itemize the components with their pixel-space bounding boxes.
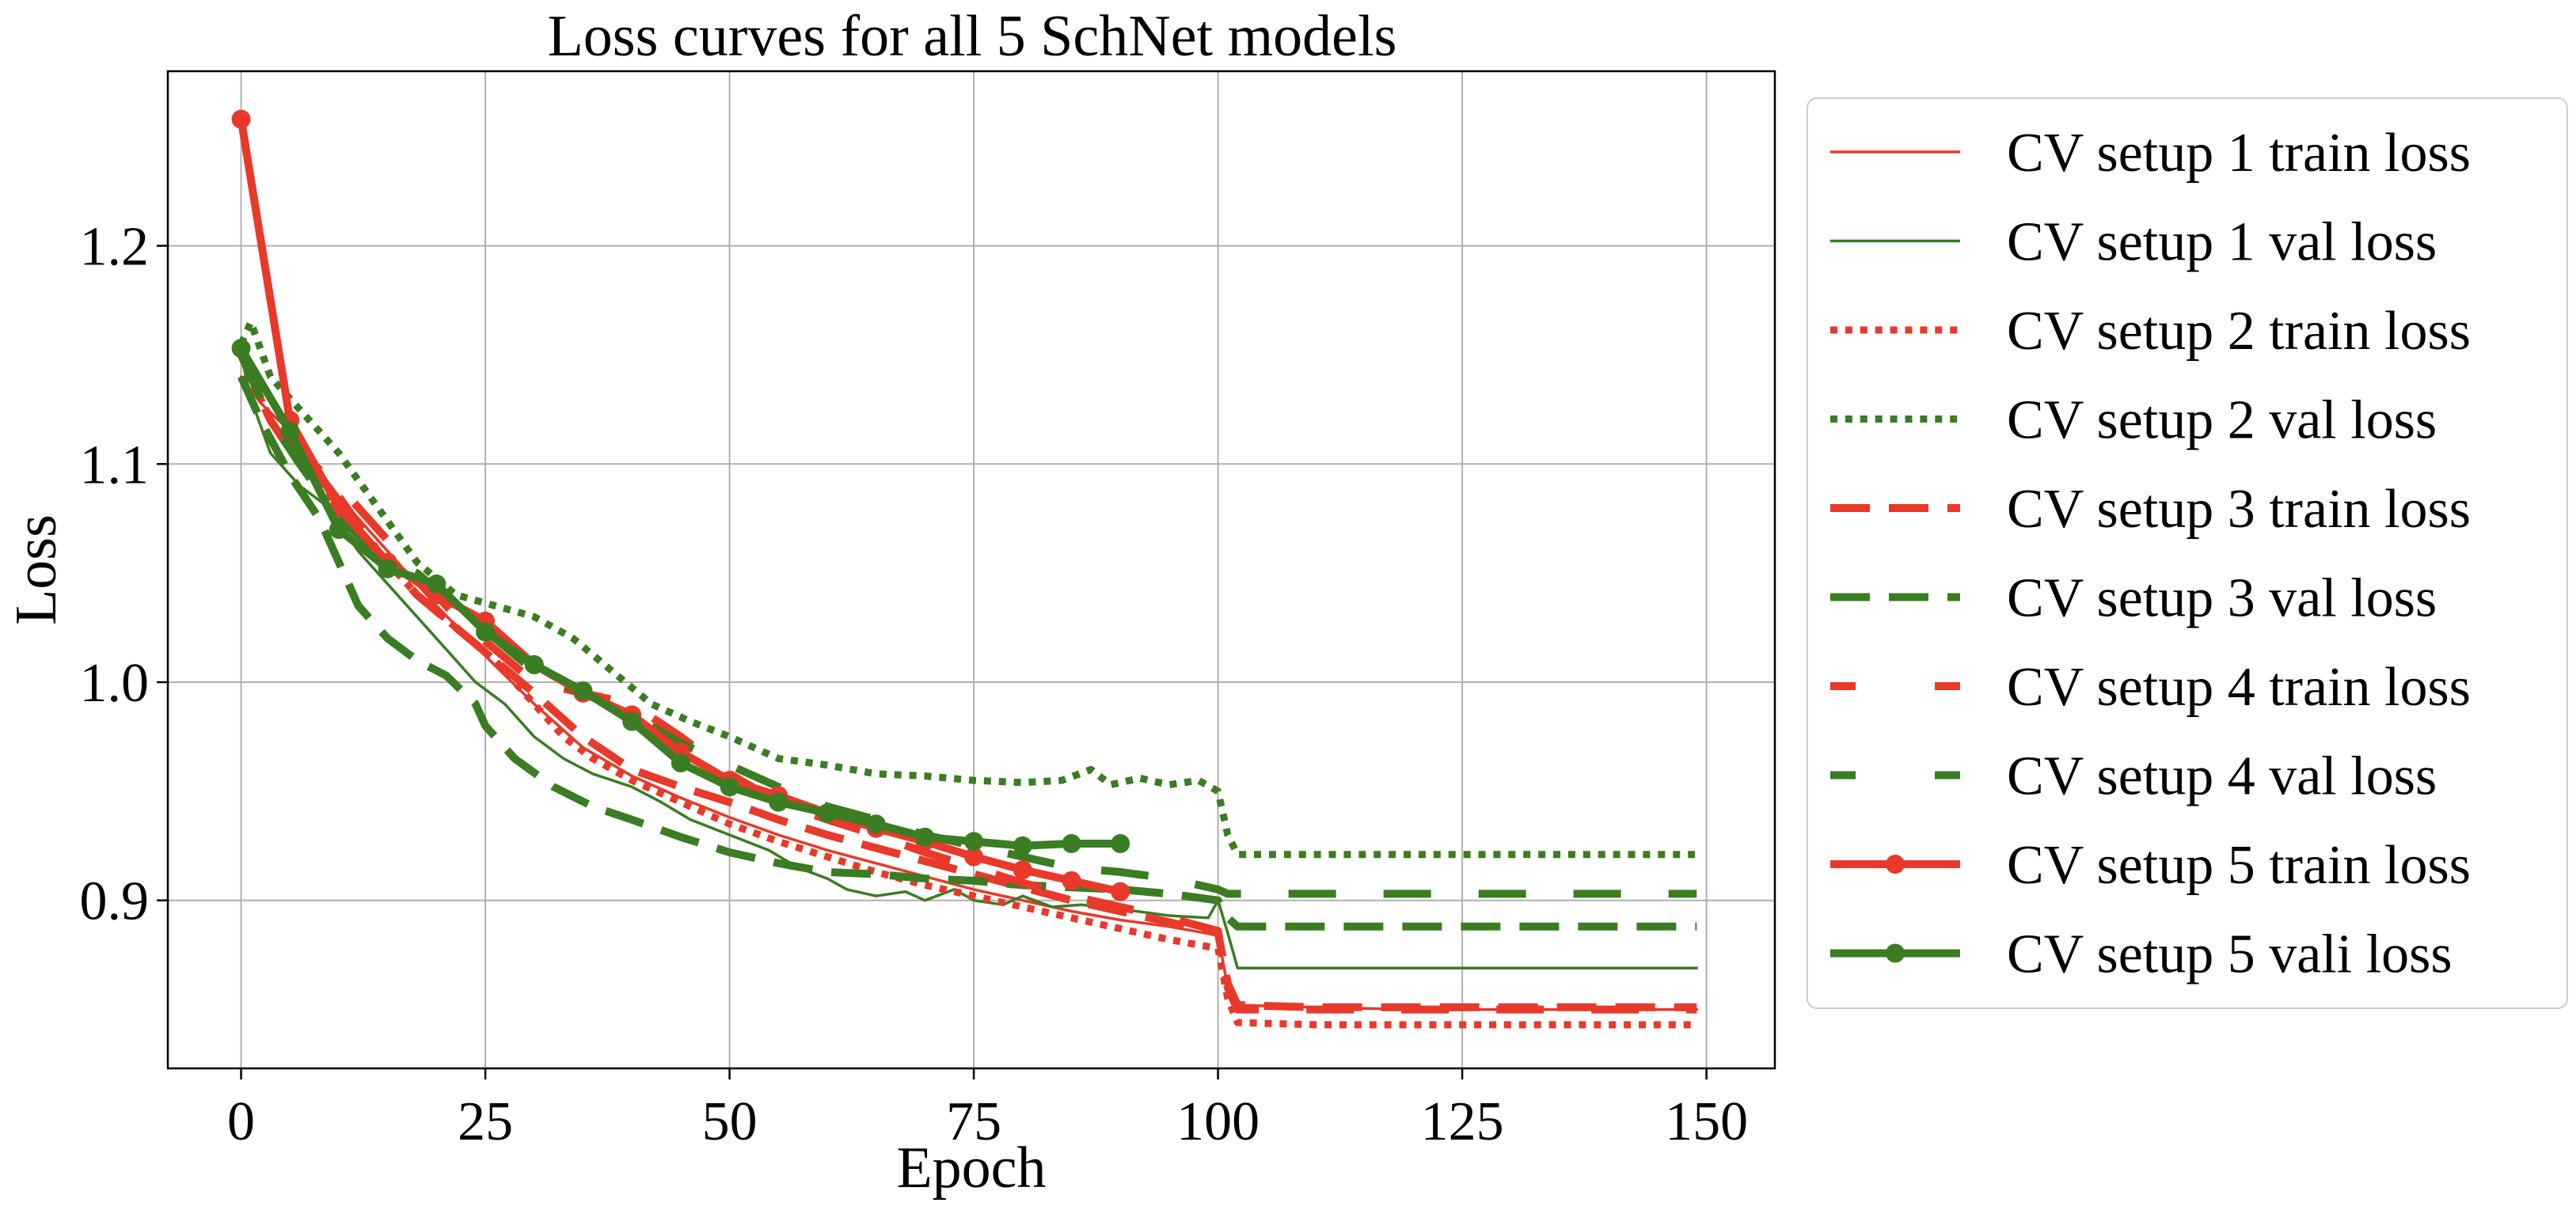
legend-entry: CV setup 4 val loss xyxy=(1830,746,2437,807)
series-marker-9 xyxy=(231,109,251,129)
legend-label: CV setup 5 train loss xyxy=(2007,835,2471,896)
series-marker-10 xyxy=(964,832,984,852)
series-marker-10 xyxy=(769,792,788,812)
series-marker-10 xyxy=(866,814,886,834)
x-tick-label: 75 xyxy=(946,1091,1001,1152)
y-axis-label: Loss xyxy=(4,514,69,625)
series-marker-10 xyxy=(915,827,935,847)
series-marker-10 xyxy=(573,681,593,701)
y-tick-label: 1.0 xyxy=(80,653,150,714)
x-tick-label: 25 xyxy=(458,1091,513,1152)
legend-label: CV setup 4 train loss xyxy=(2007,657,2471,718)
series-marker-10 xyxy=(476,622,496,642)
legend-label: CV setup 2 train loss xyxy=(2007,301,2471,362)
axis-ticks: 0 25 50 75 100 125 150 0.9 1.0 1.1 1.2 xyxy=(80,217,1749,1152)
series-marker-10 xyxy=(720,777,739,797)
legend-box xyxy=(1807,97,2568,1009)
y-tick-label: 0.9 xyxy=(80,871,150,932)
series-line-6 xyxy=(237,374,1697,931)
x-tick-label: 100 xyxy=(1176,1091,1260,1152)
legend-label: CV setup 5 vali loss xyxy=(2007,924,2453,985)
series-marker-9 xyxy=(1013,860,1032,880)
legend-label: CV setup 3 train loss xyxy=(2007,479,2471,540)
x-tick-label: 0 xyxy=(227,1091,255,1152)
legend-entry: CV setup 3 train loss xyxy=(1830,479,2471,540)
x-tick-label: 125 xyxy=(1421,1091,1504,1152)
legend-entry: CV setup 1 val loss xyxy=(1830,212,2437,273)
series-line-8 xyxy=(237,353,1697,898)
x-tick-label: 50 xyxy=(702,1091,758,1152)
legend-label: CV setup 1 train loss xyxy=(2007,123,2471,184)
y-tick-label: 1.1 xyxy=(80,434,150,495)
series-marker-10 xyxy=(817,803,837,823)
series-marker-10 xyxy=(671,753,690,773)
series-marker-9 xyxy=(1062,871,1081,890)
series-marker-10 xyxy=(280,421,300,441)
legend-entry: CV setup 2 train loss xyxy=(1830,301,2471,362)
series-line-2 xyxy=(239,353,1699,969)
series-marker-10 xyxy=(622,711,642,731)
series-marker-10 xyxy=(1013,836,1032,855)
y-tick-label: 1.2 xyxy=(80,217,150,278)
legend-entry: CV setup 5 train loss xyxy=(1830,835,2471,896)
series-marker-10 xyxy=(329,519,348,539)
legend: CV setup 1 train loss CV setup 1 val loss… xyxy=(1807,97,2568,1009)
legend-marker xyxy=(1886,855,1905,874)
legend-entry: CV setup 3 val loss xyxy=(1830,568,2437,629)
plot-frame xyxy=(166,70,1776,1070)
legend-entries: CV setup 1 train loss CV setup 1 val loss… xyxy=(1830,123,2471,985)
series-marker-10 xyxy=(378,559,397,579)
legend-entry: CV setup 4 train loss xyxy=(1830,657,2471,718)
series-marker-10 xyxy=(524,654,544,674)
series-line-7 xyxy=(237,353,1697,1014)
legend-entry: CV setup 5 vali loss xyxy=(1830,924,2453,985)
legend-label: CV setup 4 val loss xyxy=(2007,746,2437,807)
chart-title: Loss curves for all 5 SchNet models xyxy=(548,4,1397,69)
legend-label: CV setup 2 val loss xyxy=(2007,390,2437,451)
series-lines xyxy=(231,109,1699,1029)
x-axis-label: Epoch xyxy=(896,1136,1046,1201)
series-marker-10 xyxy=(231,339,251,359)
grid xyxy=(168,71,1775,1068)
legend-label: CV setup 1 val loss xyxy=(2007,212,2437,273)
series-marker-9 xyxy=(1111,882,1130,901)
legend-marker xyxy=(1886,943,1905,963)
series-marker-10 xyxy=(1111,834,1130,854)
series-marker-10 xyxy=(1062,834,1081,854)
legend-entry: CV setup 2 val loss xyxy=(1830,390,2437,451)
x-tick-label: 150 xyxy=(1665,1091,1748,1152)
legend-entry: CV setup 1 train loss xyxy=(1830,123,2471,184)
series-marker-9 xyxy=(964,847,984,867)
legend-label: CV setup 3 val loss xyxy=(2007,568,2437,629)
series-marker-10 xyxy=(427,574,446,594)
